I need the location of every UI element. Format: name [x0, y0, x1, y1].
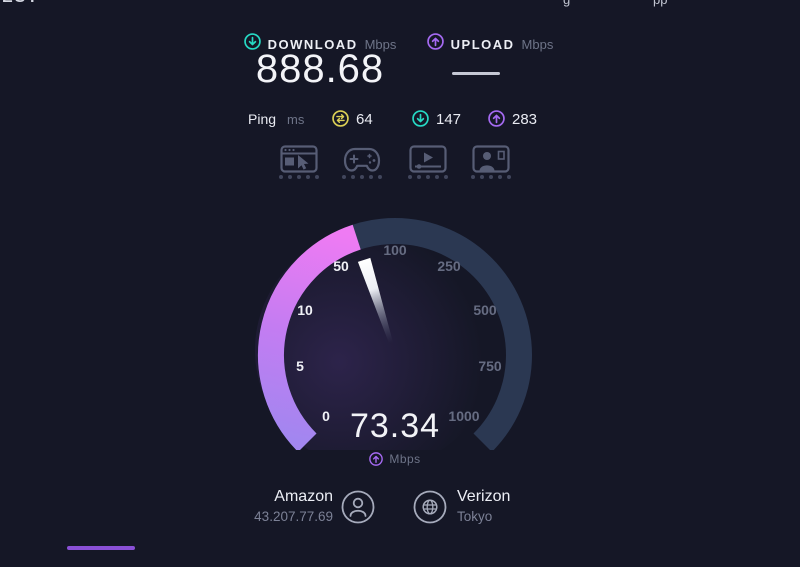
- gauge-tick-100: 100: [383, 242, 407, 258]
- server-globe-icon[interactable]: [413, 490, 447, 524]
- browsing-icon: [280, 145, 318, 173]
- client-isp: Amazon: [274, 488, 333, 505]
- video-chat-icon: [472, 145, 510, 173]
- client-ip: 43.207.77.69: [254, 509, 333, 524]
- gauge-progress-arc: [258, 224, 361, 452]
- download-label: DOWNLOAD: [267, 36, 358, 52]
- gauge-tick-750: 750: [478, 358, 502, 374]
- upload-icon: [426, 33, 444, 55]
- video-chat-rating-dots: [471, 175, 511, 179]
- gauge-current-value: 73.34: [349, 407, 441, 445]
- ping-unit: ms: [287, 112, 305, 127]
- ping-upload-value: 283: [512, 111, 538, 128]
- speed-gauge: 0 5 10 50 100 250 500 750 1000: [245, 200, 545, 470]
- ping-upload-icon: [488, 110, 505, 132]
- gauge-tick-250: 250: [437, 258, 461, 274]
- server-location: Tokyo: [457, 509, 493, 524]
- gaming-icon: [343, 145, 381, 173]
- download-icon: [243, 33, 261, 55]
- gauge-tick-0: 0: [322, 408, 330, 424]
- ping-download-value: 147: [436, 111, 462, 128]
- client-info: Amazon 43.207.77.69: [180, 488, 333, 524]
- gauge-tick-5: 5: [296, 358, 304, 374]
- ping-idle-value: 64: [356, 111, 373, 128]
- header-fragment-apps[interactable]: pp: [653, 0, 667, 7]
- download-result-header: DOWNLOAD Mbps: [240, 33, 400, 55]
- gauge-needle: [357, 257, 394, 345]
- test-progress-bar: [67, 546, 135, 550]
- streaming-icon: [409, 145, 447, 173]
- header-fragment-settings[interactable]: g: [563, 0, 570, 7]
- gauge-inner-glow: [255, 230, 495, 470]
- upload-value-pending-dash: [452, 72, 500, 75]
- server-info[interactable]: Verizon Tokyo: [457, 488, 510, 524]
- header-fragment-left[interactable]: EST: [2, 0, 39, 7]
- client-user-icon: [341, 490, 375, 524]
- ping-download-icon: [412, 110, 429, 132]
- upload-label: UPLOAD: [450, 36, 515, 52]
- gauge-upload-phase-icon: [369, 452, 384, 466]
- gauge-unit-row: Mbps: [245, 452, 545, 466]
- upload-unit: Mbps: [521, 36, 554, 52]
- streaming-rating-dots: [408, 175, 448, 179]
- gauge-unit-label: Mbps: [389, 452, 421, 466]
- ping-idle-icon: [332, 110, 349, 132]
- browsing-rating-dots: [279, 175, 319, 179]
- ping-label: Ping: [248, 111, 277, 127]
- gauge-tick-500: 500: [473, 302, 497, 318]
- gauge-tick-50: 50: [333, 258, 349, 274]
- gauge-tick-1000: 1000: [448, 408, 479, 424]
- download-unit: Mbps: [364, 36, 397, 52]
- gauge-tick-10: 10: [297, 302, 313, 318]
- server-provider[interactable]: Verizon: [457, 488, 511, 505]
- upload-result-header: UPLOAD Mbps: [420, 33, 560, 55]
- download-value: 888.68: [255, 47, 385, 91]
- gauge-svg: 0 5 10 50 100 250 500 750 1000: [255, 218, 532, 470]
- gaming-rating-dots: [342, 175, 382, 179]
